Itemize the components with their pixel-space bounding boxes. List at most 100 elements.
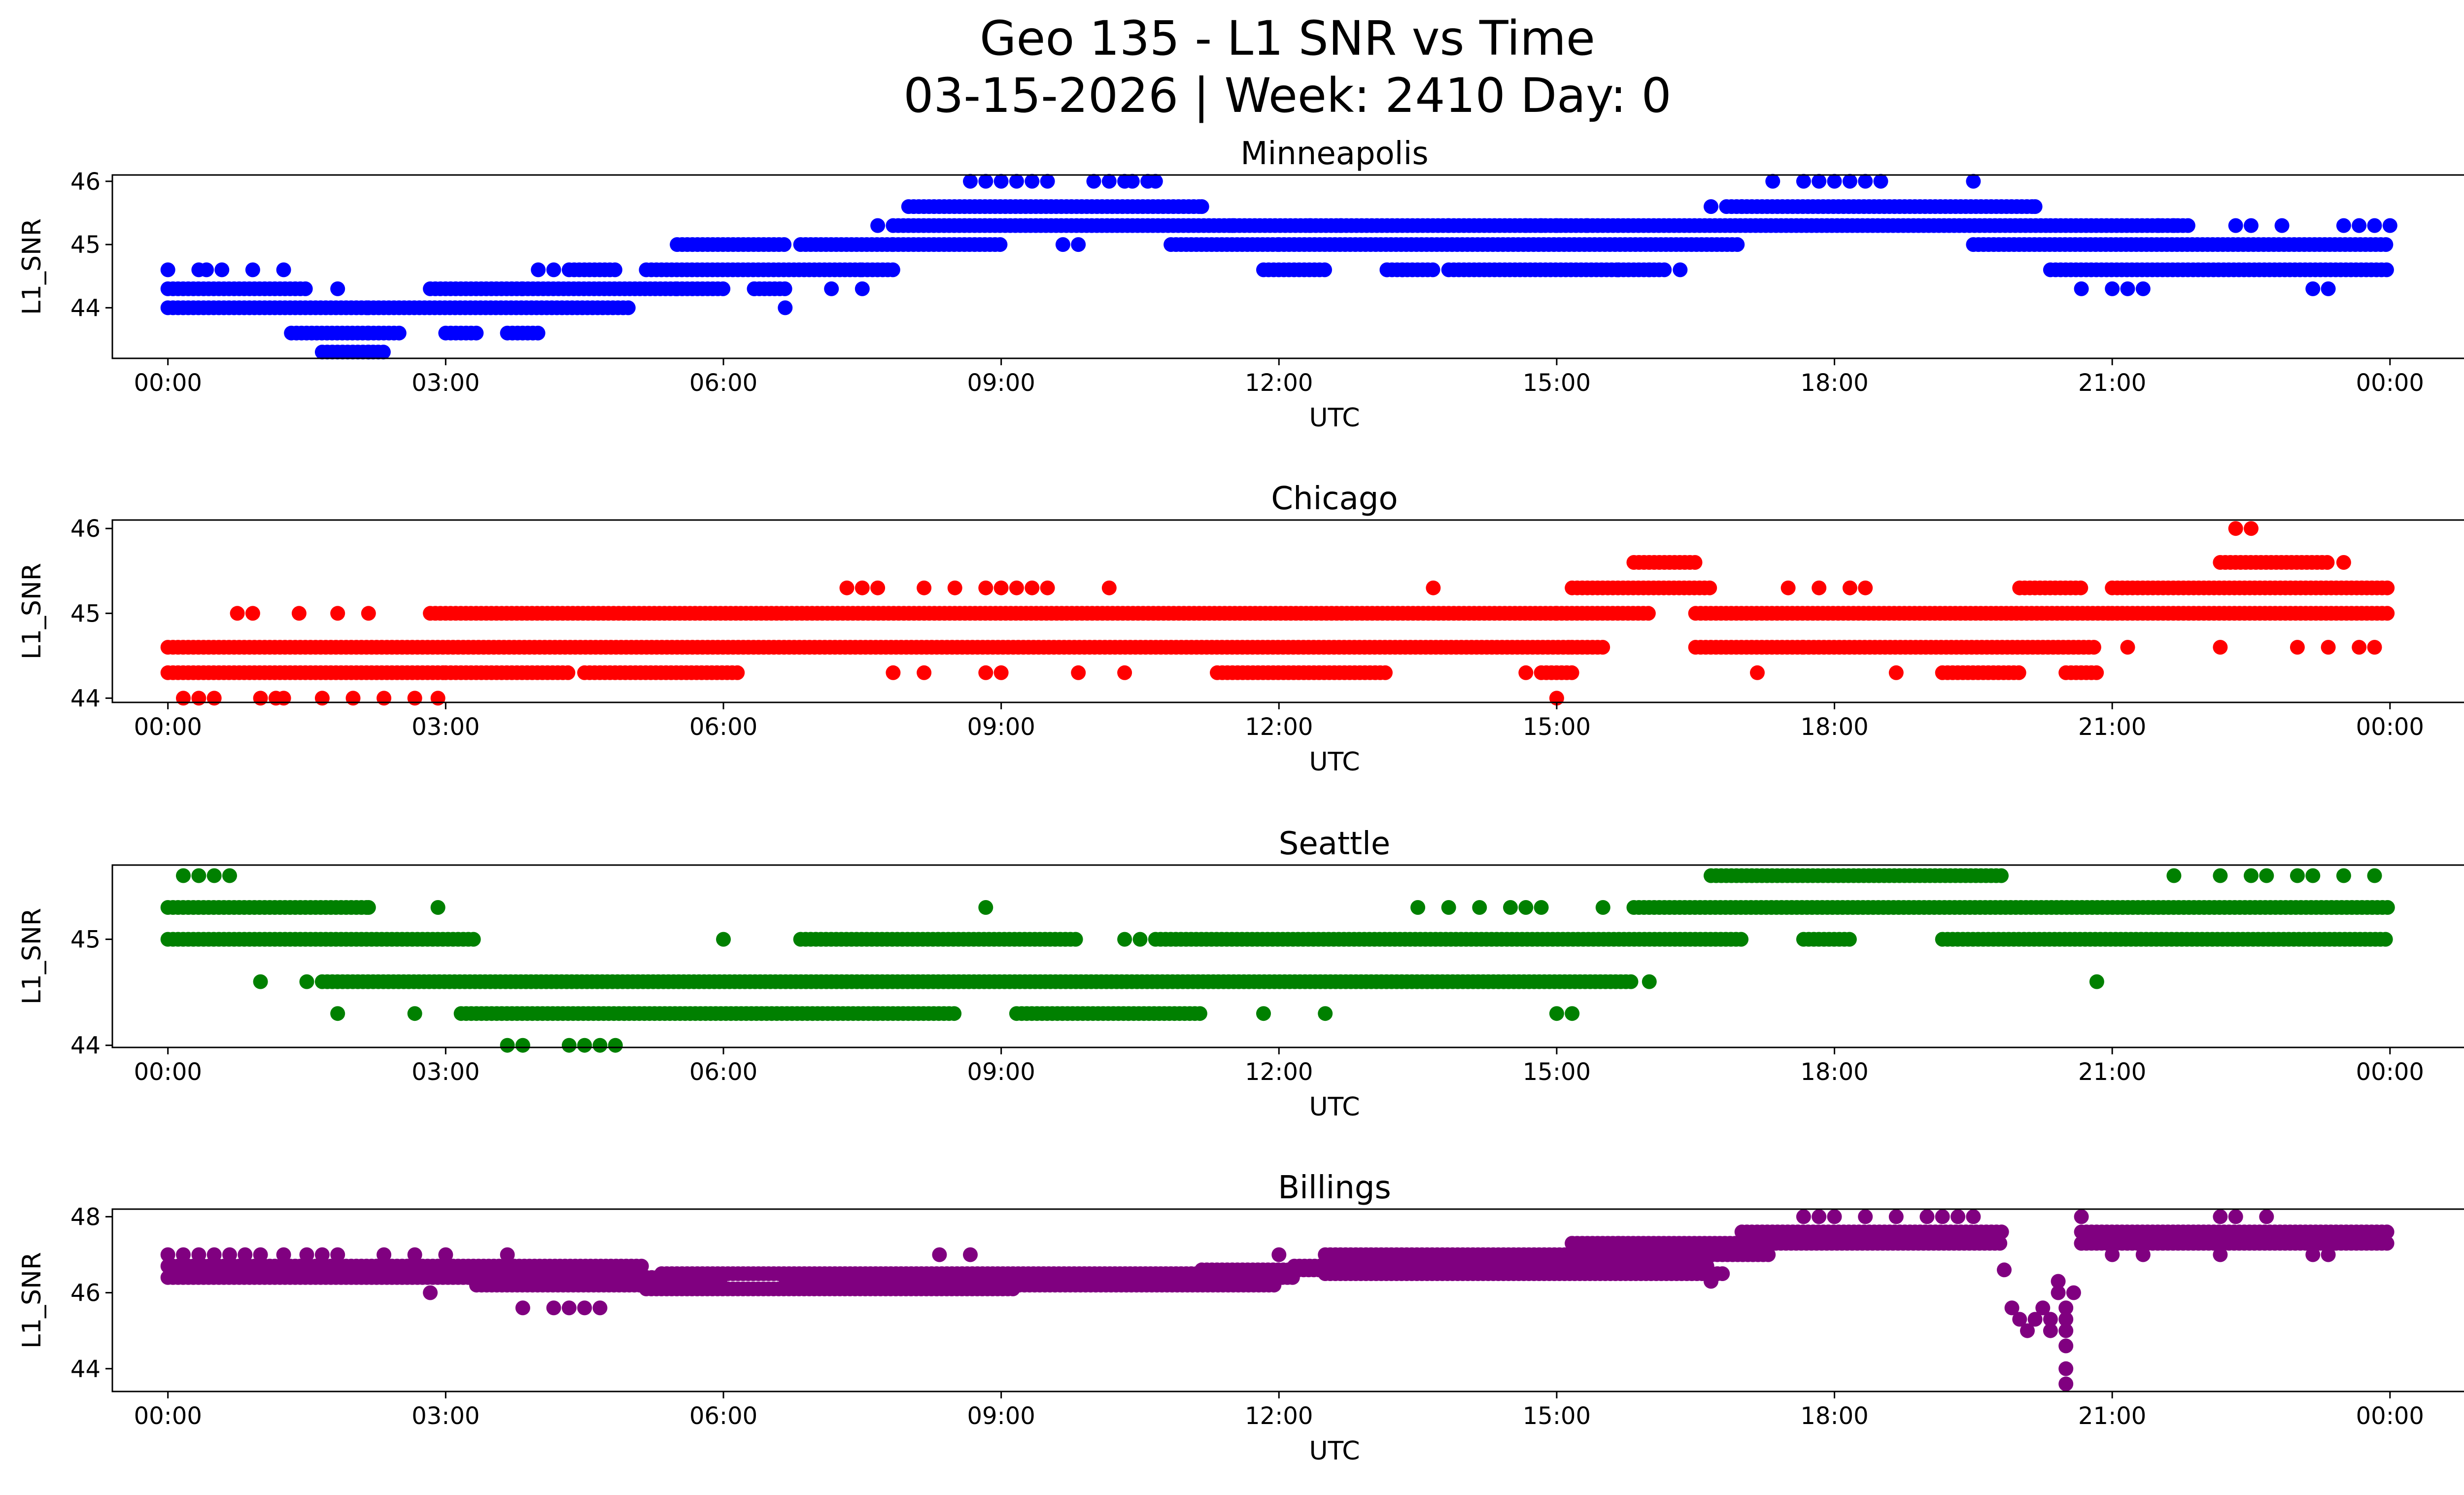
data-point [1888,665,1904,680]
data-point [2051,1274,2066,1289]
data-point [2379,1236,2395,1251]
data-point [1040,174,1055,189]
data-point [1101,174,1117,189]
data-point [2058,1338,2074,1354]
subplot-seattle: Seattle 00:00 03:00 06:00 09:00 12:00 15:00 18:… [17,826,2464,1122]
data-point [2290,640,2305,655]
data-point [978,174,993,189]
data-point [2228,521,2243,536]
x-tick-label: 03:00 [411,369,479,397]
subplot-title: Minneapolis [1240,136,1428,172]
data-point [1611,1236,1626,1251]
y-tick-label: 44 [70,1356,101,1383]
x-axis-label: UTC [1309,1092,1360,1122]
subplot-billings: Billings 00:00 03:00 06:00 09:00 12:00 15:00 18… [17,1170,2464,1466]
data-point [1395,262,1410,278]
data-point [361,345,376,360]
data-point [245,262,260,278]
data-point [345,691,361,706]
data-point [423,1285,438,1300]
data-point [1117,665,1132,680]
data-point [1071,237,1086,252]
data-point [276,1247,291,1262]
data-point [2228,218,2243,233]
data-point [2336,218,2351,233]
y-tick-label: 44 [70,1032,101,1060]
data-point [1761,1247,1776,1262]
data-point [2058,1323,2074,1338]
data-point [176,691,191,706]
data-point [2228,1209,2243,1224]
subplot-title: Seattle [1279,826,1391,862]
x-tick-label: 00:00 [134,1058,202,1086]
data-point [1704,199,1718,214]
data-point [1333,218,1348,233]
data-point [546,262,561,278]
data-point [1704,1274,1718,1289]
data-point [1317,262,1332,278]
data-point [299,974,314,989]
data-point [1302,218,1317,233]
data-point [1734,199,1749,214]
subplot-minneapolis: Minneapolis 00:00 03:00 06:00 09:00 12:00 15:0… [17,136,2464,433]
x-tick-label: 15:00 [1523,1402,1591,1430]
data-point [191,868,206,883]
data-point [2213,1209,2228,1224]
data-point [2321,640,2336,655]
data-point [1271,1247,1287,1262]
data-point [2043,1323,2058,1338]
data-point [824,281,839,296]
data-point [1518,900,1534,915]
data-point [1765,174,1780,189]
data-point [1549,1006,1564,1021]
data-point [1858,580,1873,595]
y-axis-label: L1_SNR [17,908,47,1005]
data-point [2336,868,2351,883]
data-point [2120,281,2135,296]
data-point [2380,580,2395,595]
data-point [2020,1323,2035,1338]
data-point [1071,665,1086,680]
data-point [500,1038,515,1053]
data-point [2382,218,2397,233]
data-point [2051,1285,2066,1300]
data-point [1125,174,1140,189]
data-point [199,262,214,278]
data-point [561,1300,577,1316]
y-tick-label: 48 [70,1203,101,1231]
data-point [206,868,222,883]
data-point [1378,665,1393,680]
x-tick-label: 06:00 [689,369,757,397]
data-point [1715,1266,1730,1281]
x-tick-label: 21:00 [2078,713,2146,741]
x-tick-label: 15:00 [1523,369,1591,397]
x-tick-label: 03:00 [411,713,479,741]
y-tick-label: 45 [70,926,101,954]
x-tick-label: 09:00 [967,1058,1035,1086]
x-tick-label: 21:00 [2078,1058,2146,1086]
data-point [2367,640,2382,655]
data-point [993,665,1009,680]
data-point [1812,174,1827,189]
data-point [1117,932,1132,947]
data-point [191,1247,206,1262]
data-point [391,325,407,341]
data-point [176,1247,191,1262]
x-axis-label: UTC [1309,1436,1360,1466]
data-point [947,580,962,595]
data-point [407,1006,422,1021]
data-point [2043,1312,2058,1327]
data-point [2380,900,2395,915]
data-series-seattle [160,868,2395,1053]
data-point [2166,868,2182,883]
data-point [2290,868,2305,883]
data-point [1966,1209,1981,1224]
x-tick-label: 00:00 [2356,713,2424,741]
data-point [2027,1312,2043,1327]
data-point [1410,900,1426,915]
data-point [1565,1236,1580,1251]
data-point [2073,580,2088,595]
data-point [2305,281,2321,296]
data-point [1994,1224,2009,1240]
data-point [620,300,636,315]
